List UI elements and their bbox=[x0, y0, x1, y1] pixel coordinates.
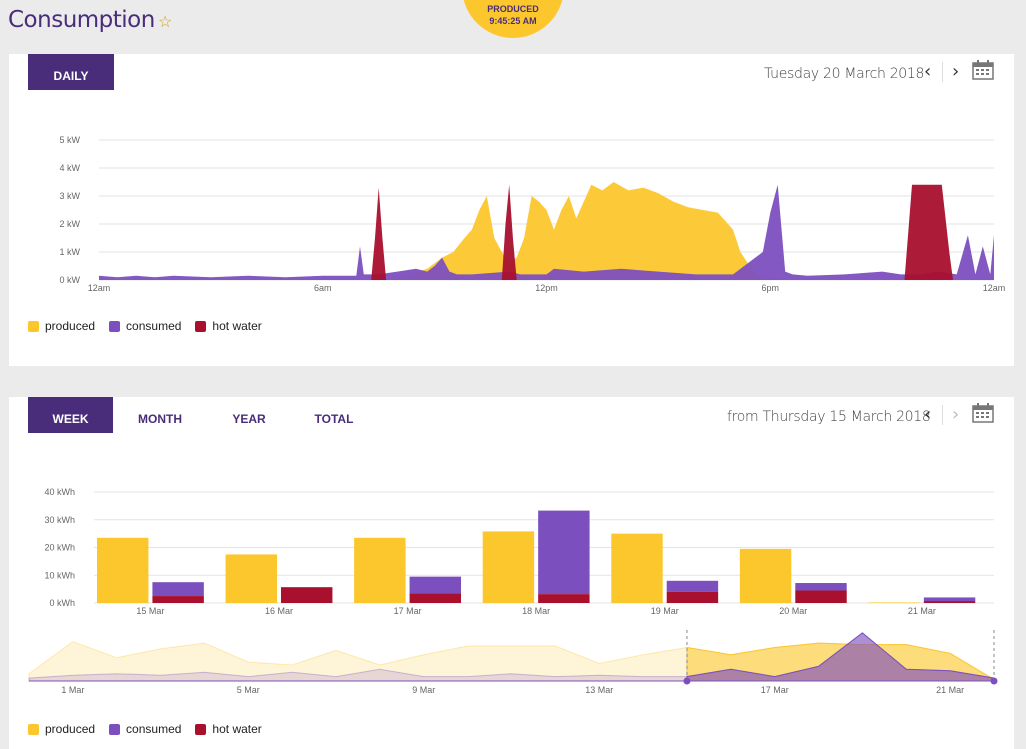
tab-total[interactable]: TOTAL bbox=[314, 412, 354, 426]
legend-item-consumed[interactable]: consumed bbox=[109, 722, 181, 736]
x-tick-label: 20 Mar bbox=[779, 606, 807, 616]
x-tick-label: 6am bbox=[314, 283, 332, 293]
bar-consumed bbox=[795, 583, 847, 591]
x-tick-label: 9 Mar bbox=[412, 685, 435, 695]
x-tick-label: 12pm bbox=[535, 283, 558, 293]
x-tick-label: 12am bbox=[983, 283, 1006, 293]
y-tick-label: 20 kWh bbox=[44, 543, 75, 553]
legend-label: produced bbox=[45, 319, 96, 333]
y-tick-label: 0 kW bbox=[59, 275, 80, 285]
tab-daily[interactable]: DAILY bbox=[28, 54, 114, 90]
period-date-label: from Thursday 15 March 2018 bbox=[727, 409, 931, 425]
bar-produced bbox=[868, 602, 920, 603]
x-tick-label: 5 Mar bbox=[237, 685, 260, 695]
navigator-handle[interactable] bbox=[990, 677, 998, 685]
range-navigator-chart[interactable]: 1 Mar 5 Mar 9 Mar 13 Mar 17 Mar 21 Mar bbox=[9, 622, 1014, 697]
produced-badge: PRODUCED 9:45:25 AM bbox=[462, 0, 564, 38]
nav-separator bbox=[942, 62, 943, 82]
prev-week-button[interactable]: ‹ bbox=[924, 404, 932, 425]
legend-item-hot-water[interactable]: hot water bbox=[195, 319, 262, 333]
x-tick-label: 15 Mar bbox=[136, 606, 164, 616]
bar-hot-water bbox=[666, 591, 719, 603]
x-tick-label: 16 Mar bbox=[265, 606, 293, 616]
x-tick-label: 6pm bbox=[761, 283, 779, 293]
bar-consumed bbox=[666, 580, 719, 592]
produced-badge-label: PRODUCED bbox=[487, 4, 539, 14]
legend-item-produced[interactable]: produced bbox=[28, 722, 95, 736]
bar-hot-water bbox=[538, 594, 590, 603]
bar-consumed bbox=[538, 510, 590, 595]
y-tick-label: 5 kW bbox=[59, 135, 80, 145]
daily-date-label: Tuesday 20 March 2018 bbox=[764, 66, 925, 82]
nav-separator bbox=[942, 405, 943, 425]
x-tick-label: 12am bbox=[88, 283, 111, 293]
bar-hot-water bbox=[152, 596, 204, 603]
tab-week[interactable]: WEEK bbox=[28, 397, 113, 433]
calendar-icon[interactable] bbox=[972, 403, 994, 423]
calendar-icon[interactable] bbox=[972, 60, 994, 80]
series-area-consumed bbox=[99, 184, 994, 280]
tab-year[interactable]: YEAR bbox=[232, 412, 266, 426]
next-day-button[interactable]: › bbox=[952, 61, 960, 82]
next-week-button[interactable]: › bbox=[952, 404, 960, 425]
bar-consumed bbox=[152, 582, 204, 597]
bar-hot-water bbox=[795, 590, 847, 603]
legend-item-consumed[interactable]: consumed bbox=[109, 319, 181, 333]
prev-day-button[interactable]: ‹ bbox=[924, 61, 932, 82]
legend-label: hot water bbox=[212, 722, 262, 736]
y-tick-label: 10 kWh bbox=[44, 570, 75, 580]
x-tick-label: 18 Mar bbox=[522, 606, 550, 616]
legend-label: hot water bbox=[212, 319, 262, 333]
period-legend: produced consumed hot water bbox=[28, 722, 262, 736]
x-tick-label: 21 Mar bbox=[936, 685, 964, 695]
bar-consumed bbox=[409, 576, 461, 594]
bar-hot-water bbox=[409, 593, 461, 603]
produced-badge-time: 9:45:25 AM bbox=[489, 16, 537, 26]
y-tick-label: 0 kWh bbox=[49, 598, 75, 608]
y-tick-label: 3 kW bbox=[59, 191, 80, 201]
bar-produced bbox=[354, 537, 406, 603]
legend-swatch-consumed bbox=[109, 723, 121, 735]
y-tick-label: 2 kW bbox=[59, 219, 80, 229]
y-tick-label: 1 kW bbox=[59, 247, 80, 257]
legend-swatch-produced bbox=[28, 723, 39, 735]
bar-produced bbox=[225, 554, 277, 603]
navigator-handle[interactable] bbox=[683, 677, 691, 685]
legend-label: produced bbox=[45, 722, 96, 736]
x-tick-label: 1 Mar bbox=[61, 685, 84, 695]
legend-swatch-consumed bbox=[109, 320, 121, 332]
x-tick-label: 13 Mar bbox=[585, 685, 613, 695]
series-area-produced bbox=[99, 182, 994, 280]
bar-produced bbox=[739, 548, 792, 603]
daily-power-chart: 0 kW 1 kW 2 kW 3 kW 4 kW 5 kW 12am 6am 12pm 6pm 12… bbox=[59, 135, 1006, 293]
y-tick-label: 30 kWh bbox=[44, 515, 75, 525]
period-card: WEEK MONTH YEAR TOTAL from Thursday 15 M… bbox=[9, 397, 1014, 749]
favorite-star-icon[interactable]: ☆ bbox=[158, 14, 173, 31]
legend-swatch-produced bbox=[28, 320, 39, 332]
legend-item-hot-water[interactable]: hot water bbox=[195, 722, 262, 736]
tab-month[interactable]: MONTH bbox=[138, 412, 182, 426]
x-tick-label: 17 Mar bbox=[394, 606, 422, 616]
page-title: Consumption bbox=[8, 7, 155, 33]
legend-label: consumed bbox=[126, 722, 182, 736]
bar-hot-water bbox=[923, 601, 976, 603]
y-tick-label: 4 kW bbox=[59, 163, 80, 173]
daily-legend: produced consumed hot water bbox=[28, 319, 262, 333]
weekly-energy-chart: 0 kWh 10 kWh 20 kWh 30 kWh 40 kWh 15 Mar 16 Ma… bbox=[44, 487, 994, 616]
bar-consumed bbox=[923, 597, 976, 602]
bar-produced bbox=[482, 531, 535, 603]
y-tick-label: 40 kWh bbox=[44, 487, 75, 497]
legend-item-produced[interactable]: produced bbox=[28, 319, 95, 333]
legend-swatch-hot-water bbox=[195, 723, 207, 735]
daily-card: DAILY Tuesday 20 March 2018 ‹ › 0 kW 1 kW… bbox=[9, 54, 1014, 366]
x-tick-label: 21 Mar bbox=[908, 606, 936, 616]
bar-produced bbox=[611, 533, 663, 603]
legend-label: consumed bbox=[126, 319, 182, 333]
x-tick-label: 17 Mar bbox=[761, 685, 789, 695]
legend-swatch-hot-water bbox=[195, 320, 207, 332]
bar-produced bbox=[97, 537, 149, 603]
x-tick-label: 19 Mar bbox=[651, 606, 679, 616]
bar-hot-water bbox=[281, 587, 333, 603]
